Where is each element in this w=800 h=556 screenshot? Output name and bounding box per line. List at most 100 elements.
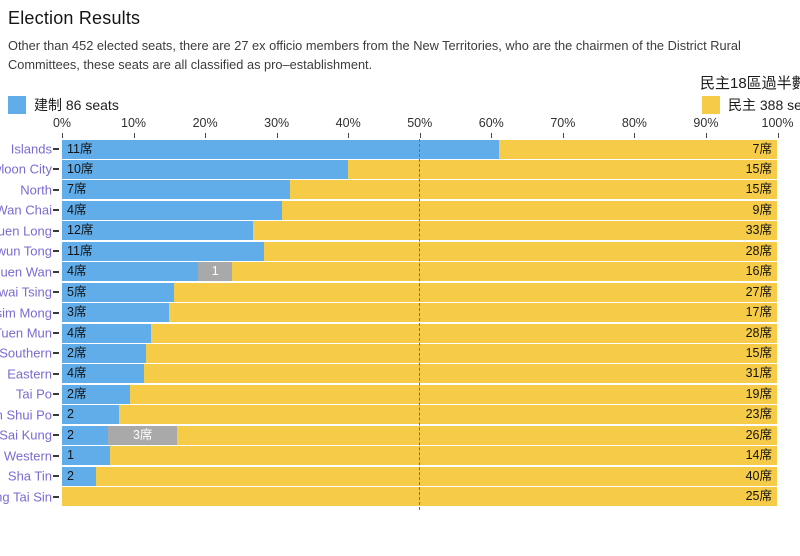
stacked-bar: 2 3席 26席 (62, 425, 777, 445)
bar-establishment-segment: 1 (62, 446, 110, 466)
district-label: Kowloon City (0, 161, 52, 177)
axis-tick-label: 10% (121, 116, 147, 130)
bar-row: Wan Chai 4席 9席 (0, 200, 800, 220)
bar-row: Kwai Tsing 5席 27席 (0, 282, 800, 302)
bar-value-label: 31席 (745, 366, 772, 381)
row-tick-mark (53, 393, 59, 396)
stacked-bar: 4席 28席 (62, 323, 777, 343)
stacked-bar: 5席 27席 (62, 282, 777, 302)
bar-other-segment: 1 (198, 262, 233, 282)
bar-democracy-segment: 17席 (169, 303, 777, 323)
district-label: Sai Kung (0, 427, 52, 443)
district-label: Yau Tsim Mong (0, 305, 52, 321)
bar-democracy-segment: 16席 (232, 262, 777, 282)
bar-democracy-segment: 14席 (109, 446, 777, 466)
legend-establishment: 建制 86 seats (8, 95, 119, 115)
legend-swatch-democracy-icon (702, 96, 720, 114)
bar-establishment-segment: 5席 (62, 282, 174, 302)
bar-value-label: 2 (67, 407, 74, 422)
bar-value-label: 4席 (67, 366, 87, 381)
bar-establishment-segment: 2 (62, 466, 97, 486)
row-tick-mark (53, 209, 59, 212)
bar-value-label: 2席 (67, 345, 87, 360)
row-tick-mark (53, 291, 59, 294)
axis-tick-label: 30% (264, 116, 290, 130)
bar-establishment-segment: 4席 (62, 323, 152, 343)
axis-tick-label: 20% (192, 116, 218, 130)
bar-row: Tuen Mun 4席 28席 (0, 323, 800, 343)
row-tick-mark (53, 229, 59, 232)
bar-democracy-segment: 15席 (146, 343, 777, 363)
bar-value-label: 16席 (745, 264, 772, 279)
bar-value-label: 26席 (745, 427, 772, 442)
district-label: Wong Tai Sin (0, 489, 52, 505)
bar-establishment-segment: 4席 (62, 262, 199, 282)
district-label: North (20, 182, 52, 198)
bar-row: Yuen Long 12席 33席 (0, 221, 800, 241)
bar-establishment-segment: 11席 (62, 241, 264, 261)
stacked-bar: 2席 15席 (62, 343, 777, 363)
axis-tick-mark (133, 133, 135, 138)
row-tick-mark (53, 311, 59, 314)
bar-establishment-segment: 3席 (62, 303, 170, 323)
bar-democracy-segment: 28席 (263, 241, 777, 261)
bar-value-label: 15席 (745, 345, 772, 360)
bar-row: North 7席 15席 (0, 180, 800, 200)
row-tick-mark (53, 332, 59, 335)
row-tick-mark (53, 454, 59, 457)
stacked-bar: 11席 28席 (62, 241, 777, 261)
bar-democracy-segment: 27席 (173, 282, 777, 302)
stacked-bar: 12席 33席 (62, 221, 777, 241)
bar-value-label: 9席 (752, 202, 772, 217)
bar-row: Sai Kung 2 3席 26席 (0, 425, 800, 445)
legend-democracy: 民主 388 seats (702, 95, 800, 115)
axis-tick-mark (276, 133, 278, 138)
district-label: Eastern (7, 366, 52, 382)
bar-democracy-segment: 31席 (143, 364, 777, 384)
bar-value-label: 3席 (67, 305, 87, 320)
district-label: Central & Western (0, 448, 52, 464)
bar-value-label: 1 (211, 264, 219, 279)
bar-row: Eastern 4席 31席 (0, 364, 800, 384)
bar-value-label: 15席 (745, 182, 772, 197)
bar-value-label: 4席 (67, 264, 87, 279)
bar-value-label: 28席 (745, 243, 772, 258)
bar-value-label: 4席 (67, 202, 87, 217)
bar-row: Sha Tin 2 40席 (0, 466, 800, 486)
bar-establishment-segment: 10席 (62, 159, 348, 179)
page-title: Election Results (8, 8, 141, 28)
district-label: Sham Shui Po (0, 407, 52, 423)
district-label: Tsuen Wan (0, 264, 52, 280)
district-label: Tuen Mun (0, 325, 52, 341)
stacked-bar: 2 23席 (62, 405, 777, 425)
axis-tick-mark (348, 133, 350, 138)
axis-tick-label: 60% (478, 116, 504, 130)
bar-value-label: 19席 (745, 386, 772, 401)
bar-row: Sham Shui Po 2 23席 (0, 405, 800, 425)
chart-subtitle: Other than 452 elected seats, there are … (8, 36, 741, 74)
bar-row: Tai Po 2席 19席 (0, 384, 800, 404)
bar-democracy-segment: 33席 (252, 221, 777, 241)
bar-value-label: 12席 (67, 223, 94, 238)
legend-establishment-label: 建制 86 seats (34, 97, 119, 113)
subtitle-line-2: Committees, these seats are all classifi… (8, 57, 373, 72)
stacked-bar: 3席 17席 (62, 303, 777, 323)
axis-tick-mark (491, 133, 493, 138)
row-tick-mark (53, 270, 59, 273)
stacked-bar: 4席 1 16席 (62, 262, 777, 282)
bar-value-label: 25席 (745, 489, 772, 504)
stacked-bar: 4席 31席 (62, 364, 777, 384)
row-tick-mark (53, 475, 59, 478)
axis-tick-label: 40% (335, 116, 361, 130)
bar-establishment-segment: 2 (62, 405, 120, 425)
bar-value-label: 3席 (132, 427, 153, 442)
bar-democracy-segment: 40席 (96, 466, 777, 486)
bar-row: Yau Tsim Mong 3席 17席 (0, 303, 800, 323)
district-label: Tai Po (15, 386, 52, 402)
bar-value-label: 10席 (67, 161, 94, 176)
bar-democracy-segment: 23席 (119, 405, 777, 425)
bar-value-label: 27席 (745, 284, 772, 299)
district-label: Kwai Tsing (0, 284, 52, 300)
axis-tick-label: 90% (693, 116, 719, 130)
